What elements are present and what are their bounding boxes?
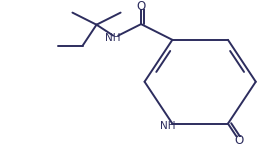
Text: NH: NH bbox=[160, 121, 176, 131]
Text: NH: NH bbox=[105, 32, 120, 42]
Text: O: O bbox=[235, 135, 244, 147]
Text: O: O bbox=[136, 0, 146, 13]
